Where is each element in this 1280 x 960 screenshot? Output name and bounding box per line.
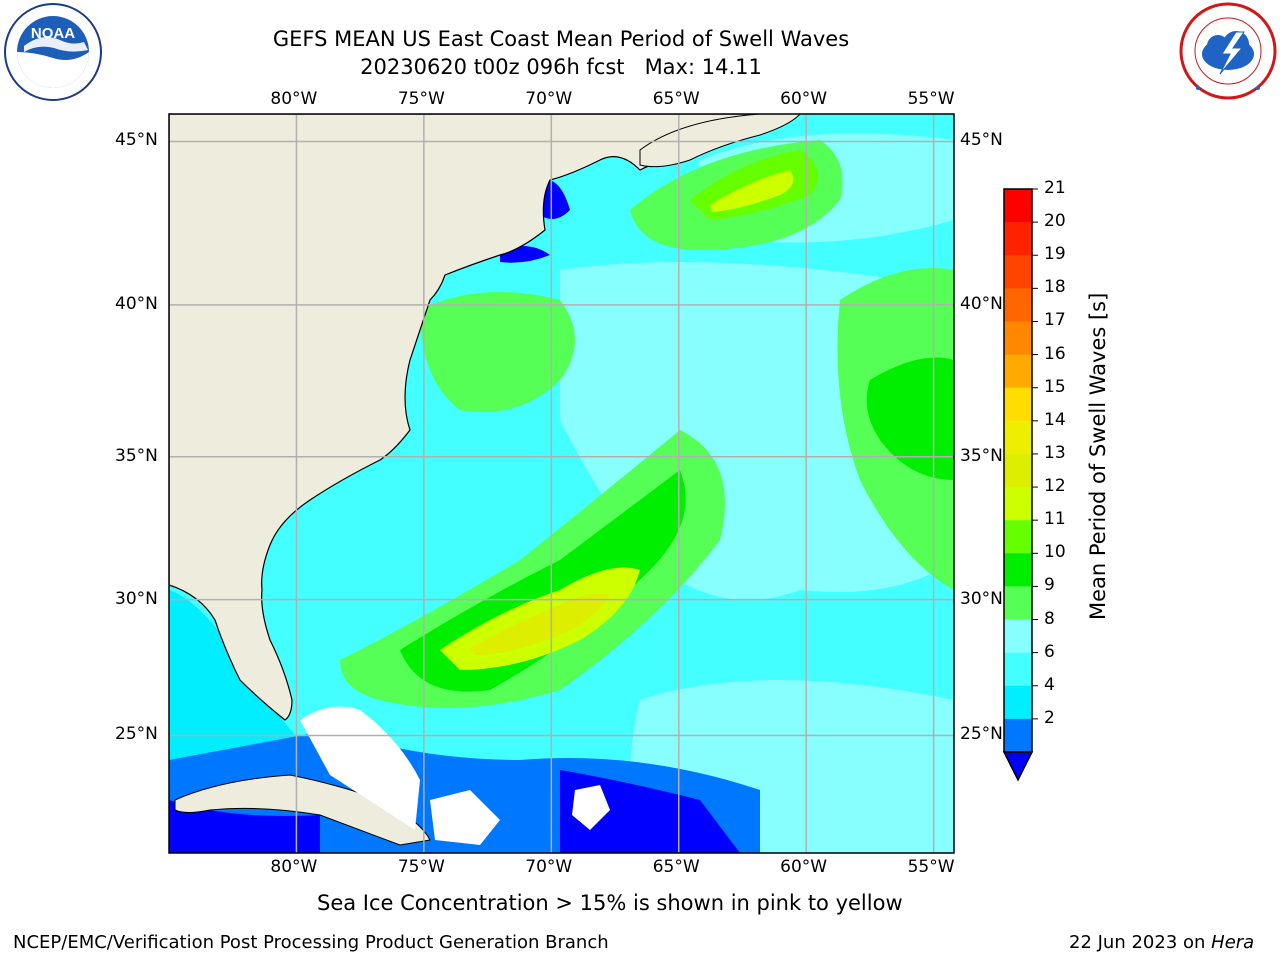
- swell-12-13-region-ne: [710, 170, 794, 212]
- colorbar-segment: [1004, 288, 1032, 322]
- lat-tick-label-left: 35°N: [115, 445, 158, 466]
- lon-tick-label-bottom: 80°W: [270, 857, 318, 877]
- land-nova-scotia: [639, 114, 801, 168]
- colorbar-segment: [1004, 354, 1032, 389]
- colorbar-segment: [1004, 453, 1032, 488]
- colorbar-frame: [1003, 188, 1033, 753]
- map-gridlines: [169, 114, 954, 853]
- lon-tick-label-bottom: 75°W: [397, 857, 445, 877]
- lon-tick-label-top: 65°W: [652, 89, 700, 109]
- colorbar-segment: [1004, 222, 1032, 256]
- footer-host: Hera: [1211, 932, 1255, 953]
- colorbar-segment: [1004, 685, 1032, 720]
- colorbar-segment: [1004, 520, 1032, 554]
- no-data-patch: [572, 785, 610, 830]
- noaa-logo: NOAA: [4, 3, 102, 101]
- swell-lt2-southwest: [169, 800, 320, 853]
- colorbar-extend-triangle: [1002, 751, 1034, 782]
- colorbar-segment: [1004, 487, 1032, 521]
- colorbar-tick-label: 18: [1044, 277, 1066, 298]
- land-cuba: [174, 774, 431, 846]
- lat-tick-label-right: 30°N: [960, 588, 1003, 609]
- lon-tick-label-top: 80°W: [270, 89, 318, 109]
- lon-tick-label-bottom: 55°W: [907, 857, 955, 877]
- colorbar-tick-label: 16: [1044, 343, 1066, 364]
- colorbar-tick-label: 19: [1044, 244, 1066, 265]
- lon-tick-label-top: 70°W: [525, 89, 573, 109]
- chart-subtitle: 20230620 t00z 096h fcst Max: 14.11: [360, 55, 762, 79]
- colorbar-segment: [1004, 718, 1032, 753]
- colorbar-segment: [1004, 553, 1032, 587]
- swell-13-14-region: [470, 593, 610, 655]
- colorbar-segment: [1004, 255, 1032, 289]
- colorbar-segment: [1004, 321, 1032, 356]
- swell-10-11-region-east: [866, 357, 954, 480]
- map-area: [169, 114, 954, 853]
- swell-4-6-gulf: [169, 590, 300, 760]
- colorbar-segment: [1004, 652, 1032, 687]
- lat-tick-label-right: 25°N: [960, 724, 1003, 745]
- footer-date: 22 Jun 2023 on: [1069, 932, 1212, 953]
- lat-tick-label-left: 45°N: [115, 130, 158, 151]
- chart-title: GEFS MEAN US East Coast Mean Period of S…: [272, 27, 850, 51]
- lon-tick-label-bottom: 60°W: [780, 857, 828, 877]
- colorbar-tick-label: 17: [1044, 310, 1066, 331]
- sea-ice-caption: Sea Ice Concentration > 15% is shown in …: [317, 891, 903, 915]
- no-data-hispaniola: [430, 790, 500, 845]
- footer-left: NCEP/EMC/Verification Post Processing Pr…: [13, 932, 609, 953]
- colorbar-segment: [1004, 420, 1032, 455]
- colorbar-label: Mean Period of Swell Waves [s]: [1086, 292, 1110, 620]
- lon-tick-label-top: 75°W: [397, 89, 445, 109]
- no-data-bahamas: [300, 706, 420, 830]
- map-frame: [168, 113, 955, 854]
- noaa-logo-text: NOAA: [31, 25, 75, 42]
- lon-tick-label-top: 60°W: [780, 89, 828, 109]
- lon-tick-label-bottom: 70°W: [525, 857, 573, 877]
- colorbar-tick-label: 2: [1044, 707, 1055, 728]
- lat-tick-label-right: 40°N: [960, 293, 1003, 314]
- colorbar-tick-label: 11: [1044, 509, 1066, 530]
- lat-tick-label-left: 25°N: [115, 724, 158, 745]
- lon-tick-label-top: 55°W: [907, 89, 955, 109]
- lat-tick-label-right: 45°N: [960, 130, 1003, 151]
- colorbar-tick-label: 4: [1044, 674, 1055, 695]
- swell-lt2-caribbean: [560, 770, 740, 853]
- lat-tick-label-right: 35°N: [960, 445, 1003, 466]
- swell-lt2-gulf-maine: [540, 179, 570, 219]
- footer-right: 22 Jun 2023 on Hera: [1069, 932, 1254, 953]
- colorbar-tick-label: 13: [1044, 442, 1066, 463]
- lat-tick-label-left: 40°N: [115, 293, 158, 314]
- colorbar: [1002, 188, 1038, 782]
- colorbar-tick-label: 8: [1044, 608, 1055, 629]
- colorbar-tick-label: 6: [1044, 641, 1055, 662]
- colorbar-tick-label: 14: [1044, 409, 1066, 430]
- colorbar-segment: [1004, 619, 1032, 654]
- colorbar-tick-label: 15: [1044, 376, 1066, 397]
- colorbar-tick-label: 9: [1044, 575, 1055, 596]
- colorbar-segment: [1004, 387, 1032, 422]
- colorbar-tick-label: 21: [1044, 178, 1066, 198]
- lon-tick-label-bottom: 65°W: [652, 857, 700, 877]
- colorbar-segment: [1004, 586, 1032, 621]
- nws-logo: [1179, 2, 1277, 100]
- colorbar-tick-label: 10: [1044, 542, 1066, 563]
- lat-tick-label-left: 30°N: [115, 588, 158, 609]
- colorbar-tick-label: 20: [1044, 211, 1066, 232]
- land-us-east-coast: [169, 114, 761, 721]
- colorbar-tick-label: 12: [1044, 476, 1066, 497]
- colorbar-segment: [1004, 189, 1032, 223]
- swell-9-10-region-mid: [420, 292, 575, 412]
